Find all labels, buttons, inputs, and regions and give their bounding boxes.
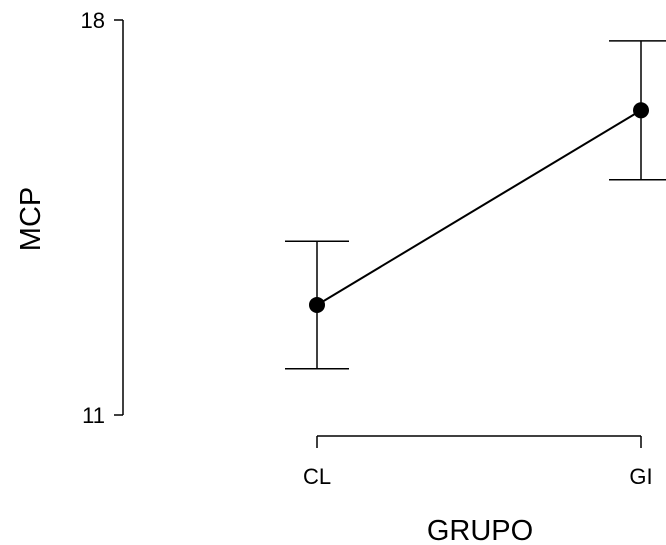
data-point bbox=[633, 102, 649, 119]
data-point bbox=[309, 296, 325, 313]
y-axis-title: MCP bbox=[15, 187, 47, 251]
plot-marks bbox=[285, 40, 666, 370]
y-tick-label: 18 bbox=[81, 8, 105, 33]
x-axis-title: GRUPO bbox=[427, 515, 533, 545]
series-line bbox=[316, 109, 642, 306]
x-tick-label: CL bbox=[303, 464, 331, 489]
x-axis: CL GI bbox=[303, 435, 653, 489]
y-tick-label: 11 bbox=[82, 403, 105, 428]
x-tick-label: GI bbox=[629, 464, 652, 489]
y-axis: 11 18 bbox=[81, 8, 124, 428]
